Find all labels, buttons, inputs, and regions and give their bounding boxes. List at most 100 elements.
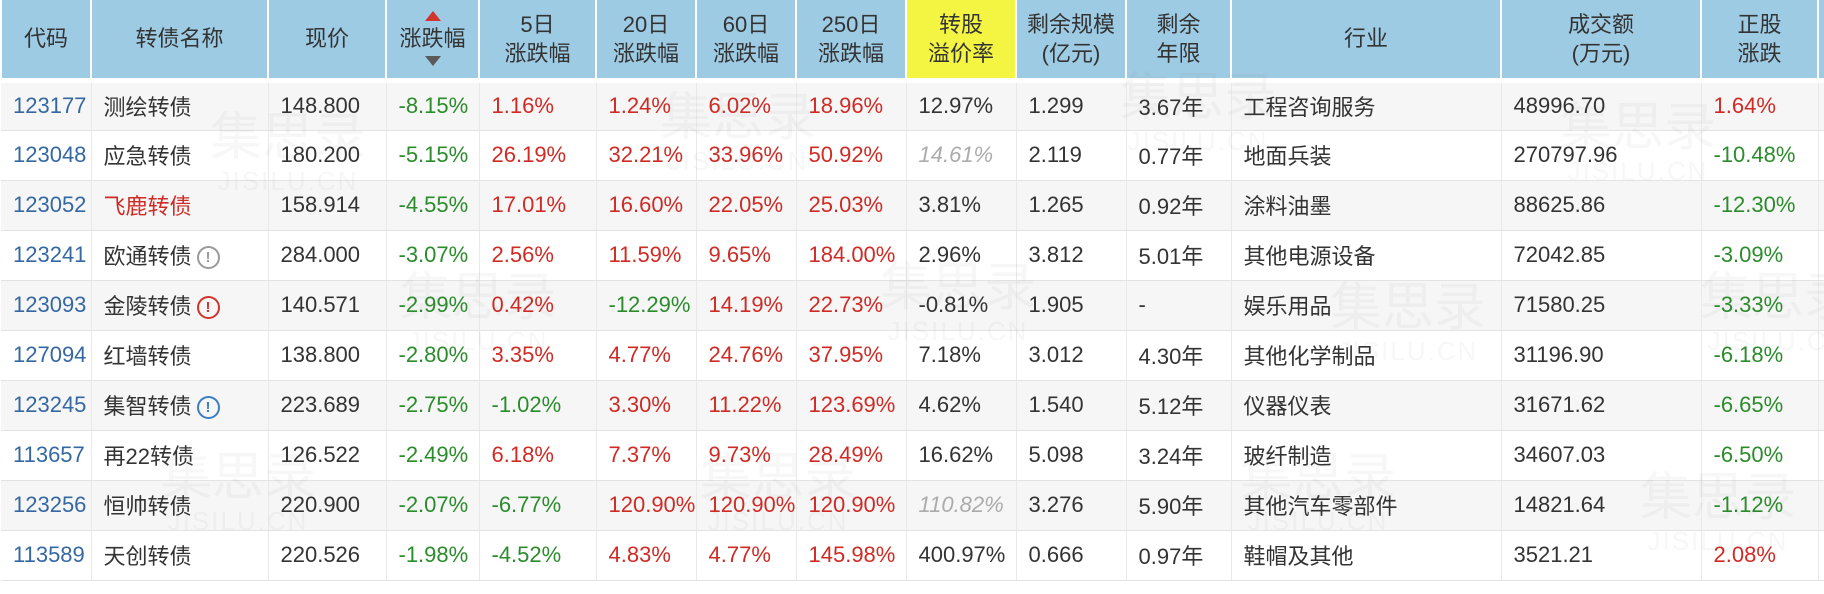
bond-code-link[interactable]: 123245 — [1, 380, 92, 431]
cell-d60: 33.96% — [696, 130, 797, 181]
cell-d60: 24.76% — [696, 330, 797, 381]
col-header-d250[interactable]: 250日 涨跌幅 — [795, 0, 907, 83]
cell-years: 4.30年 — [1126, 330, 1232, 381]
cell-price: 138.800 — [268, 330, 387, 381]
bond-code-link[interactable]: 123177 — [1, 80, 92, 131]
col-header-name[interactable]: 转债名称 — [90, 0, 269, 83]
cell-industry: 娱乐用品 — [1231, 280, 1502, 331]
col-header-industry[interactable]: 行业 — [1230, 0, 1502, 83]
cell-d20: -12.29% — [596, 280, 697, 331]
cell-d5: 17.01% — [479, 180, 597, 231]
cell-industry: 其他汽车零部件 — [1231, 480, 1502, 531]
bond-name-link[interactable]: 红墙转债 — [91, 330, 269, 381]
col-header-d60[interactable]: 60日 涨跌幅 — [695, 0, 797, 83]
cell-industry: 鞋帽及其他 — [1231, 530, 1502, 581]
cell-size: 1.540 — [1016, 380, 1127, 431]
col-header-d5[interactable]: 5日 涨跌幅 — [478, 0, 597, 83]
bond-code-link[interactable]: 123052 — [1, 180, 92, 231]
table-row: 123177 测绘转债 148.800 -8.15% 1.16% 1.24% 6.02% 18… — [1, 80, 1824, 131]
cell-years: 5.90年 — [1126, 480, 1232, 531]
col-header-size[interactable]: 剩余规模 (亿元) — [1015, 0, 1127, 83]
cell-cut — [1818, 230, 1824, 281]
cell-d250: 50.92% — [796, 130, 907, 181]
cell-stock: -3.33% — [1701, 280, 1819, 331]
cell-d5: 6.18% — [479, 430, 597, 481]
bond-name-label: 测绘转债 — [103, 95, 192, 120]
col-header-price[interactable]: 现价 — [267, 0, 387, 83]
bond-name-link[interactable]: 恒帅转债 — [91, 480, 269, 531]
cell-years: 3.24年 — [1126, 430, 1232, 481]
col-header-years[interactable]: 剩余 年限 — [1125, 0, 1232, 83]
cell-d60: 9.73% — [696, 430, 797, 481]
bond-name-link[interactable]: 测绘转债 — [91, 80, 269, 131]
cell-chg: -2.80% — [386, 330, 480, 381]
cell-d60: 22.05% — [696, 180, 797, 231]
bond-code-link[interactable]: 123048 — [1, 130, 92, 181]
sort-desc-icon[interactable] — [424, 56, 441, 67]
bond-code-link[interactable]: 113657 — [1, 430, 92, 481]
cell-size: 3.276 — [1016, 480, 1127, 531]
col-header-code[interactable]: 代码 — [0, 0, 92, 83]
cell-price: 140.571 — [268, 280, 387, 331]
cell-d20: 16.60% — [596, 180, 697, 231]
cell-premium: 2.96% — [906, 230, 1017, 281]
bond-name-label: 天创转债 — [103, 544, 192, 569]
cell-years: 5.01年 — [1126, 230, 1232, 281]
col-header-label: 涨跌幅 — [399, 26, 466, 52]
bond-code-link[interactable]: 127094 — [1, 330, 92, 381]
cell-chg: -5.15% — [386, 130, 480, 181]
bond-name-label: 红墙转债 — [103, 344, 192, 369]
cell-cut — [1818, 80, 1824, 131]
bond-name-link[interactable]: 飞鹿转债 — [91, 180, 269, 231]
col-header-turnover[interactable]: 成交额 (万元) — [1500, 0, 1702, 83]
cell-industry: 地面兵装 — [1231, 130, 1502, 181]
cell-turnover: 31196.90 — [1501, 330, 1702, 381]
alert-icon[interactable]: ! — [196, 246, 220, 269]
cell-price: 148.800 — [268, 80, 387, 131]
cell-d250: 25.03% — [796, 180, 907, 231]
bond-name-link[interactable]: 天创转债 — [91, 530, 269, 581]
alert-icon[interactable]: ! — [196, 296, 220, 319]
cell-d250: 123.69% — [796, 380, 907, 431]
cell-premium: 12.97% — [906, 80, 1017, 131]
bond-name-link[interactable]: 金陵转债! — [91, 280, 269, 331]
cell-stock: -1.12% — [1701, 480, 1819, 531]
cell-turnover: 31671.62 — [1501, 380, 1702, 431]
cell-d20: 4.77% — [596, 330, 697, 381]
sort-asc-icon[interactable] — [424, 11, 441, 22]
bond-name-label: 集智转债 — [103, 394, 192, 419]
cell-size: 3.812 — [1016, 230, 1127, 281]
cell-chg: -1.98% — [386, 530, 480, 581]
cell-size: 2.119 — [1016, 130, 1127, 181]
cell-d250: 18.96% — [796, 80, 907, 131]
bond-name-link[interactable]: 应急转债 — [91, 130, 269, 181]
bond-code-link[interactable]: 123256 — [1, 480, 92, 531]
cell-d250: 120.90% — [796, 480, 907, 531]
cell-cut — [1818, 330, 1824, 381]
table-row: 127094 红墙转债 138.800 -2.80% 3.35% 4.77% 24.76% 3… — [1, 330, 1824, 381]
cell-d5: 2.56% — [479, 230, 597, 281]
bond-name-link[interactable]: 再22转债 — [91, 430, 269, 481]
bond-code-link[interactable]: 123241 — [1, 230, 92, 281]
col-header-stock[interactable]: 正股 涨跌 — [1700, 0, 1819, 83]
bond-name-link[interactable]: 集智转债! — [91, 380, 269, 431]
cell-d60: 6.02% — [696, 80, 797, 131]
col-header-premium[interactable]: 转股 溢价率 — [905, 0, 1017, 83]
table-row: 123245 集智转债! 223.689 -2.75% -1.02% 3.30% 11.22… — [1, 380, 1824, 431]
alert-icon[interactable]: ! — [196, 396, 220, 419]
cell-price: 180.200 — [268, 130, 387, 181]
bond-name-link[interactable]: 欧通转债! — [91, 230, 269, 281]
cell-stock: -6.18% — [1701, 330, 1819, 381]
cell-size: 5.098 — [1016, 430, 1127, 481]
cell-size: 0.666 — [1016, 530, 1127, 581]
cell-premium: 4.62% — [906, 380, 1017, 431]
bond-code-link[interactable]: 113589 — [1, 530, 92, 581]
cell-d5: -1.02% — [479, 380, 597, 431]
cell-price: 158.914 — [268, 180, 387, 231]
col-header-chg[interactable]: 涨跌幅 — [385, 0, 480, 83]
col-header-d20[interactable]: 20日 涨跌幅 — [595, 0, 697, 83]
cell-turnover: 3521.21 — [1501, 530, 1702, 581]
cell-turnover: 34607.03 — [1501, 430, 1702, 481]
cell-d20: 1.24% — [596, 80, 697, 131]
bond-code-link[interactable]: 123093 — [1, 280, 92, 331]
